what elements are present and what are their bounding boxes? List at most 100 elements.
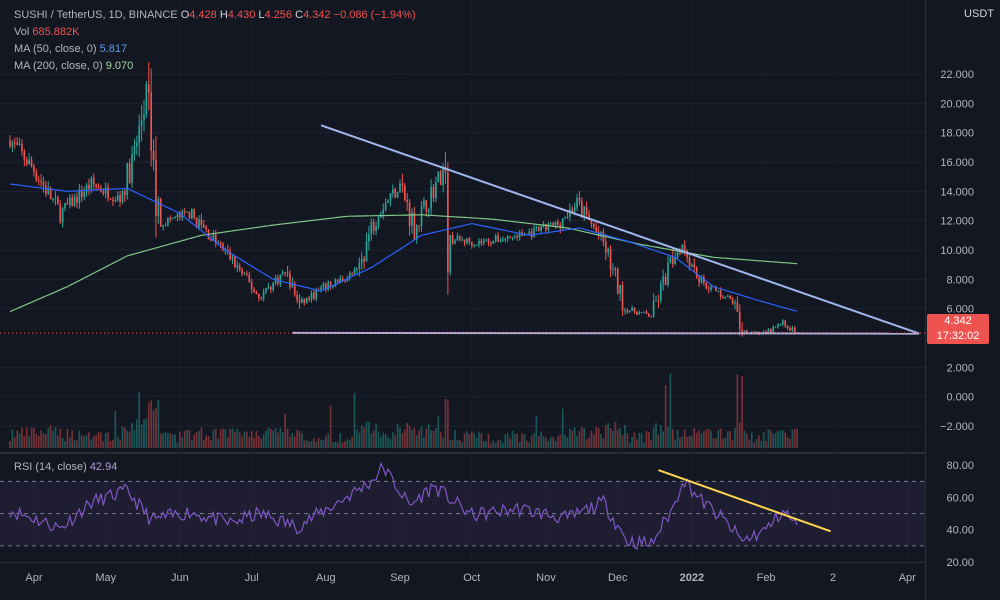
ma50-legend: MA (50, close, 0) 5.817 [14, 42, 127, 56]
ma200-value: 9.070 [105, 60, 134, 72]
volume-bar [614, 421, 617, 448]
candle-body [198, 219, 200, 228]
candle-body [729, 295, 732, 299]
close-value: 4.342 [303, 9, 331, 21]
volume-bar [375, 423, 377, 448]
volume-bar [418, 430, 420, 448]
volume-bar [679, 437, 681, 448]
volume-bar [420, 426, 423, 448]
volume-bar [753, 442, 755, 448]
candle-body [30, 159, 33, 167]
candle-body [341, 278, 344, 281]
volume-bar [437, 416, 440, 448]
candle-body [303, 298, 306, 303]
high-label: H [219, 9, 228, 21]
volume-bar [600, 434, 602, 448]
candle-body [279, 274, 282, 284]
candle-body [494, 235, 497, 241]
candle-body [116, 195, 119, 201]
volume-bar [21, 427, 23, 448]
volume-bar [250, 430, 253, 448]
close-label: C [295, 9, 304, 21]
high-value: 4.430 [227, 9, 256, 21]
time-tick-label: May [95, 572, 116, 584]
volume-bar [104, 432, 107, 448]
volume-bar [461, 441, 464, 448]
candle-body [648, 313, 650, 317]
candle-body [107, 187, 109, 199]
volume-bar [748, 439, 751, 448]
candle-body [442, 166, 444, 185]
volume-bar [188, 429, 191, 448]
volume-bar [731, 439, 734, 448]
candle-body [145, 84, 148, 115]
candle-body [68, 197, 71, 205]
candle-body [370, 221, 373, 235]
volume-bar [229, 428, 231, 448]
candle-body [272, 282, 275, 290]
candle-body [188, 211, 191, 219]
volume-bar [490, 443, 492, 448]
volume-bar [755, 438, 758, 448]
candle-body [741, 329, 743, 335]
candle-body [731, 298, 734, 304]
volume-bar [648, 432, 650, 448]
volume-legend: Vol 685.882K [14, 25, 79, 39]
volume-bar [518, 442, 521, 448]
volume-bar [78, 430, 81, 448]
volume-bar [66, 428, 69, 448]
candle-body [296, 294, 298, 301]
candle-body [657, 300, 660, 302]
candle-body [514, 236, 516, 238]
volume-bar [380, 436, 382, 448]
candle-body [767, 329, 770, 334]
volume-bar [23, 435, 26, 448]
candle-body [219, 242, 222, 244]
candle-body [435, 182, 437, 199]
candle-body [609, 248, 612, 270]
volume-bar [540, 431, 543, 448]
volume-bars [9, 373, 799, 448]
candle-body [171, 217, 174, 220]
volume-bar [140, 424, 143, 448]
volume-bar [360, 425, 363, 448]
volume-bar [724, 437, 727, 448]
volume-bar [750, 432, 753, 448]
volume-bar [480, 433, 483, 448]
candle-body [619, 284, 621, 294]
volume-bar [133, 430, 136, 448]
volume-bar [18, 433, 21, 448]
time-tick-label: Apr [25, 572, 42, 584]
volume-bar [607, 422, 610, 448]
volume-bar [432, 430, 435, 448]
candle-body [169, 217, 172, 220]
candle-body [35, 171, 38, 181]
candle-body [80, 189, 83, 197]
volume-bar [126, 430, 129, 448]
volume-bar [370, 433, 373, 448]
volume-bar [95, 435, 97, 448]
volume-bar [384, 434, 387, 448]
candle-body [262, 291, 265, 299]
candle-body [186, 211, 188, 213]
volume-bar [449, 440, 452, 448]
volume-bar [301, 433, 303, 448]
volume-bar [403, 429, 406, 448]
candle-body [250, 281, 253, 290]
volume-bar [746, 433, 748, 448]
volume-bar [619, 428, 621, 448]
rsi-legend: RSI (14, close) 42.94 [14, 460, 117, 474]
candle-body [710, 286, 712, 290]
candle-body [351, 273, 353, 275]
candle-body [777, 324, 779, 327]
candle-body [485, 239, 487, 241]
candle-body [779, 324, 782, 326]
volume-bar [686, 436, 688, 448]
volume-bar [9, 441, 11, 448]
candle-body [85, 184, 88, 193]
time-tick-label: Jul [245, 572, 259, 584]
volume-bar [561, 408, 564, 448]
candle-body [121, 191, 124, 203]
candle-body [344, 280, 346, 282]
